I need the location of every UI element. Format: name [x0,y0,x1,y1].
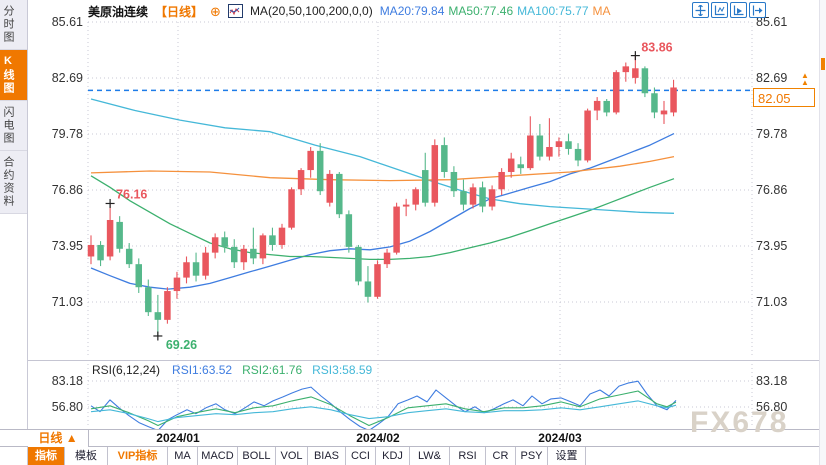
price-tick: 73.95 [51,238,83,253]
chart-header: 美原油连续 【日线】 ⊕ MA(20,50,100,200,0,0) MA20:7… [88,2,615,20]
price-up-arrow-icon: ▲ ▲ [801,71,809,87]
indicator-window-icon[interactable] [730,2,747,18]
extreme-price-label: 69.26 [166,338,197,352]
indicator-tabs: 指标 模板 VIP指标 MA MACD BOLL VOL BIAS CCI KDJ LW& RSI CR… [28,447,586,465]
tab-模板[interactable]: 模板 [65,447,108,465]
ma-legend: MA20:79.84 MA50:77.46 MA100:75.77 MA [380,4,615,18]
tab-BIAS[interactable]: BIAS [308,447,346,465]
rsi-legend-value: RSI3:58.59 [312,363,373,377]
price-tick: 56.80 [756,400,788,414]
tab-指标[interactable]: 指标 [28,447,65,465]
price-tick: 83.18 [51,374,83,388]
tab-PSY[interactable]: PSY [516,447,548,465]
scrollbar-thumb[interactable] [821,58,825,70]
month-label: 2024/03 [538,431,582,445]
rsi-legend: RSI1:63.52 RSI2:61.76 RSI3:58.59 [172,363,382,377]
pane-separator [28,360,820,361]
price-tick: 76.86 [756,183,788,198]
sidebar-item-分时图[interactable]: 分时图 [0,0,27,50]
sidebar-item-闪电图[interactable]: 闪电图 [0,101,27,151]
sidebar-item-合约资料[interactable]: 合约资料 [0,151,27,214]
tab-VOL[interactable]: VOL [276,447,308,465]
ma-formula: MA(20,50,100,200,0,0) [249,4,373,18]
tab-KDJ[interactable]: KDJ [376,447,410,465]
rsi-legend-value: RSI2:61.76 [242,363,303,377]
tab-MACD[interactable]: MACD [198,447,238,465]
tab-LW&[interactable]: LW& [410,447,450,465]
crosshair-icon[interactable] [692,2,709,18]
ma-legend-value: MA100:75.77 [517,4,589,18]
ma-legend-value: MA [592,4,611,18]
tab-VIP指标[interactable]: VIP指标 [108,447,168,465]
price-tick: 82.69 [51,71,83,86]
tab-BOLL[interactable]: BOLL [238,447,276,465]
tab-CR[interactable]: CR [486,447,516,465]
sidebar-item-K线图[interactable]: K线图 [0,50,27,101]
sidebar: 分时图 K线图 闪电图 合约资料 [0,0,28,465]
time-axis-row: 日线 ▲ 2024/01 2024/02 2024/03 [0,429,826,447]
price-tick: 83.18 [756,374,788,388]
price-tick: 76.86 [51,183,83,198]
tab-CCI[interactable]: CCI [346,447,376,465]
extreme-price-label: 76.16 [116,187,147,201]
price-tick: 79.78 [756,126,788,141]
period-selector[interactable]: 日线 ▲ [28,430,89,447]
month-label: 2024/02 [356,431,400,445]
price-tick: 71.03 [756,294,788,309]
price-tick: 79.78 [51,126,83,141]
rsi-formula: RSI(6,12,24) [92,363,161,377]
month-label: 2024/01 [156,431,200,445]
chart-toolbar [692,2,766,18]
ma-legend-value: MA20:79.84 [379,4,445,18]
rsi-legend-value: RSI1:63.52 [172,363,233,377]
price-tick: 85.61 [756,15,788,29]
extreme-price-label: 83.86 [641,41,672,55]
ma-legend-value: MA50:77.46 [448,4,514,18]
sidebar-items: 分时图 K线图 闪电图 合约资料 [0,0,27,214]
price-tick: 82.69 [756,71,788,86]
chart-type-icon[interactable] [227,4,243,18]
vertical-scrollbar[interactable] [819,0,826,465]
price-tick: 71.03 [51,294,83,309]
add-circle-icon[interactable]: ⊕ [210,3,221,19]
rsi-header: RSI(6,12,24) RSI1:63.52 RSI2:61.76 RSI3:58… [92,363,382,377]
price-tick: 56.80 [51,400,83,414]
tab-MA[interactable]: MA [168,447,198,465]
tab-设置[interactable]: 设置 [548,447,586,465]
period-tag: 【日线】 [155,4,204,19]
tab-RSI[interactable]: RSI [450,447,486,465]
instrument-title: 美原油连续 [88,4,149,19]
price-tick: 85.61 [51,15,83,29]
current-price-badge: 82.05 [753,88,815,107]
jump-latest-icon[interactable] [749,2,766,18]
price-tick: 73.95 [756,238,788,253]
axis-scale-icon[interactable] [711,2,728,18]
candlestick-chart[interactable] [88,22,752,358]
